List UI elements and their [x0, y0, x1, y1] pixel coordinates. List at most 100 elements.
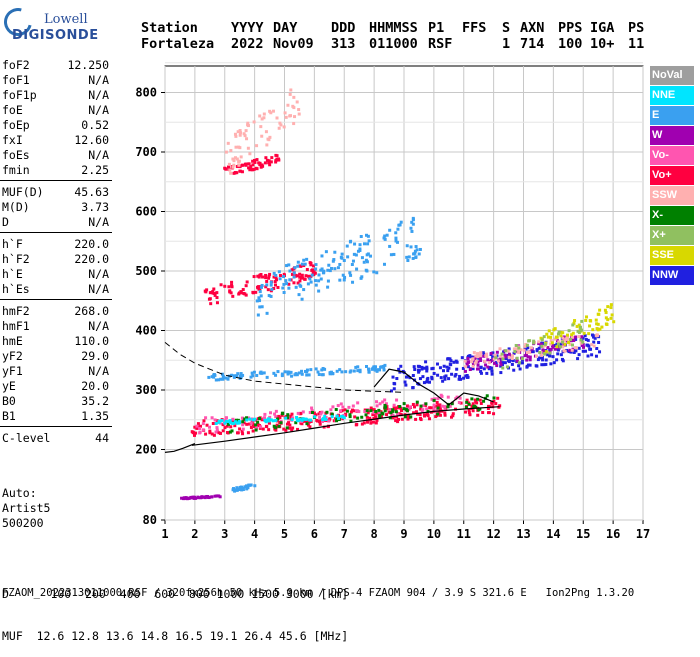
- data-point: [358, 368, 362, 372]
- data-point: [366, 420, 370, 424]
- data-point: [358, 243, 362, 247]
- data-point: [512, 368, 516, 372]
- data-point: [274, 373, 278, 377]
- data-point: [378, 402, 382, 406]
- data-point: [291, 426, 295, 430]
- data-point: [389, 253, 393, 257]
- data-point: [435, 400, 439, 404]
- data-point: [248, 168, 252, 172]
- data-point: [505, 357, 509, 361]
- data-point: [365, 260, 369, 264]
- data-point: [229, 425, 233, 429]
- data-point: [485, 354, 489, 358]
- data-point: [263, 412, 267, 416]
- data-point: [415, 403, 419, 407]
- data-point: [219, 283, 223, 287]
- data-point: [385, 413, 389, 417]
- data-point: [235, 374, 239, 378]
- y-tick-label: 400: [135, 324, 157, 338]
- data-point: [411, 402, 415, 406]
- data-point: [402, 407, 406, 411]
- data-point: [420, 365, 424, 369]
- data-point: [195, 426, 199, 430]
- data-point: [597, 312, 601, 316]
- data-point: [612, 320, 616, 324]
- data-point: [237, 421, 241, 425]
- data-point: [395, 415, 399, 419]
- param-value: 2.25: [81, 163, 109, 177]
- polarization-legend: NoVal NNE E W Vo- Vo+ SSW X- X+ SSE NNW: [650, 66, 694, 286]
- data-point: [517, 346, 521, 350]
- data-point: [339, 255, 343, 259]
- data-point: [275, 423, 279, 427]
- data-point: [217, 378, 221, 382]
- data-point: [269, 411, 273, 415]
- data-point: [224, 150, 228, 154]
- data-point: [246, 123, 250, 127]
- data-point: [333, 267, 337, 271]
- data-point: [544, 362, 548, 366]
- data-point: [180, 496, 184, 500]
- data-point: [501, 357, 505, 361]
- param-row: foF1p N/A: [0, 88, 112, 103]
- legend-entry-x: X+: [650, 226, 694, 245]
- data-point: [396, 420, 400, 424]
- data-point: [473, 404, 477, 408]
- data-point: [248, 417, 252, 421]
- header-value-7: 1: [502, 36, 511, 52]
- data-point: [422, 413, 426, 417]
- data-point: [561, 331, 565, 335]
- data-point: [307, 420, 311, 424]
- data-point: [338, 262, 342, 266]
- data-point: [256, 313, 260, 317]
- param-row: MUF(D) 45.63: [0, 185, 112, 200]
- autoscaling-info: Auto: Artist5 500200: [2, 486, 50, 531]
- data-point: [559, 330, 563, 334]
- data-point: [264, 424, 268, 428]
- param-value: 12.250: [67, 58, 109, 72]
- data-point: [234, 134, 238, 138]
- data-point: [587, 344, 591, 348]
- data-point: [335, 416, 339, 420]
- param-label: hmE: [2, 334, 23, 348]
- data-point: [415, 400, 419, 404]
- data-point: [309, 418, 313, 422]
- data-point: [258, 290, 262, 294]
- data-point: [421, 404, 425, 408]
- data-point: [316, 370, 320, 374]
- data-point: [258, 287, 262, 291]
- data-point: [330, 412, 334, 416]
- data-point: [255, 167, 259, 171]
- data-point: [393, 382, 397, 386]
- data-point: [290, 412, 294, 416]
- data-point: [573, 319, 577, 323]
- data-point: [486, 406, 490, 410]
- header-label-1: YYYY: [231, 20, 264, 36]
- data-point: [465, 375, 469, 379]
- data-point: [314, 263, 318, 267]
- data-point: [285, 422, 289, 426]
- data-point: [207, 297, 211, 301]
- data-point: [295, 415, 299, 419]
- data-point: [298, 417, 302, 421]
- legend-entry-sse: SSE: [650, 246, 694, 265]
- data-point: [483, 359, 487, 363]
- data-point: [546, 353, 550, 357]
- data-point: [238, 169, 242, 173]
- data-point: [354, 253, 358, 257]
- data-point: [411, 386, 415, 390]
- data-point: [255, 299, 259, 303]
- data-point: [548, 348, 552, 352]
- header-value-8: 714: [520, 36, 545, 52]
- data-point: [515, 349, 519, 353]
- data-point: [275, 157, 279, 161]
- data-point: [549, 335, 553, 339]
- data-point: [430, 375, 434, 379]
- data-point: [412, 411, 416, 415]
- data-point: [474, 354, 478, 358]
- data-point: [593, 336, 597, 340]
- data-point: [462, 376, 466, 380]
- data-point: [467, 402, 471, 406]
- data-point: [332, 258, 336, 262]
- data-point: [372, 270, 376, 274]
